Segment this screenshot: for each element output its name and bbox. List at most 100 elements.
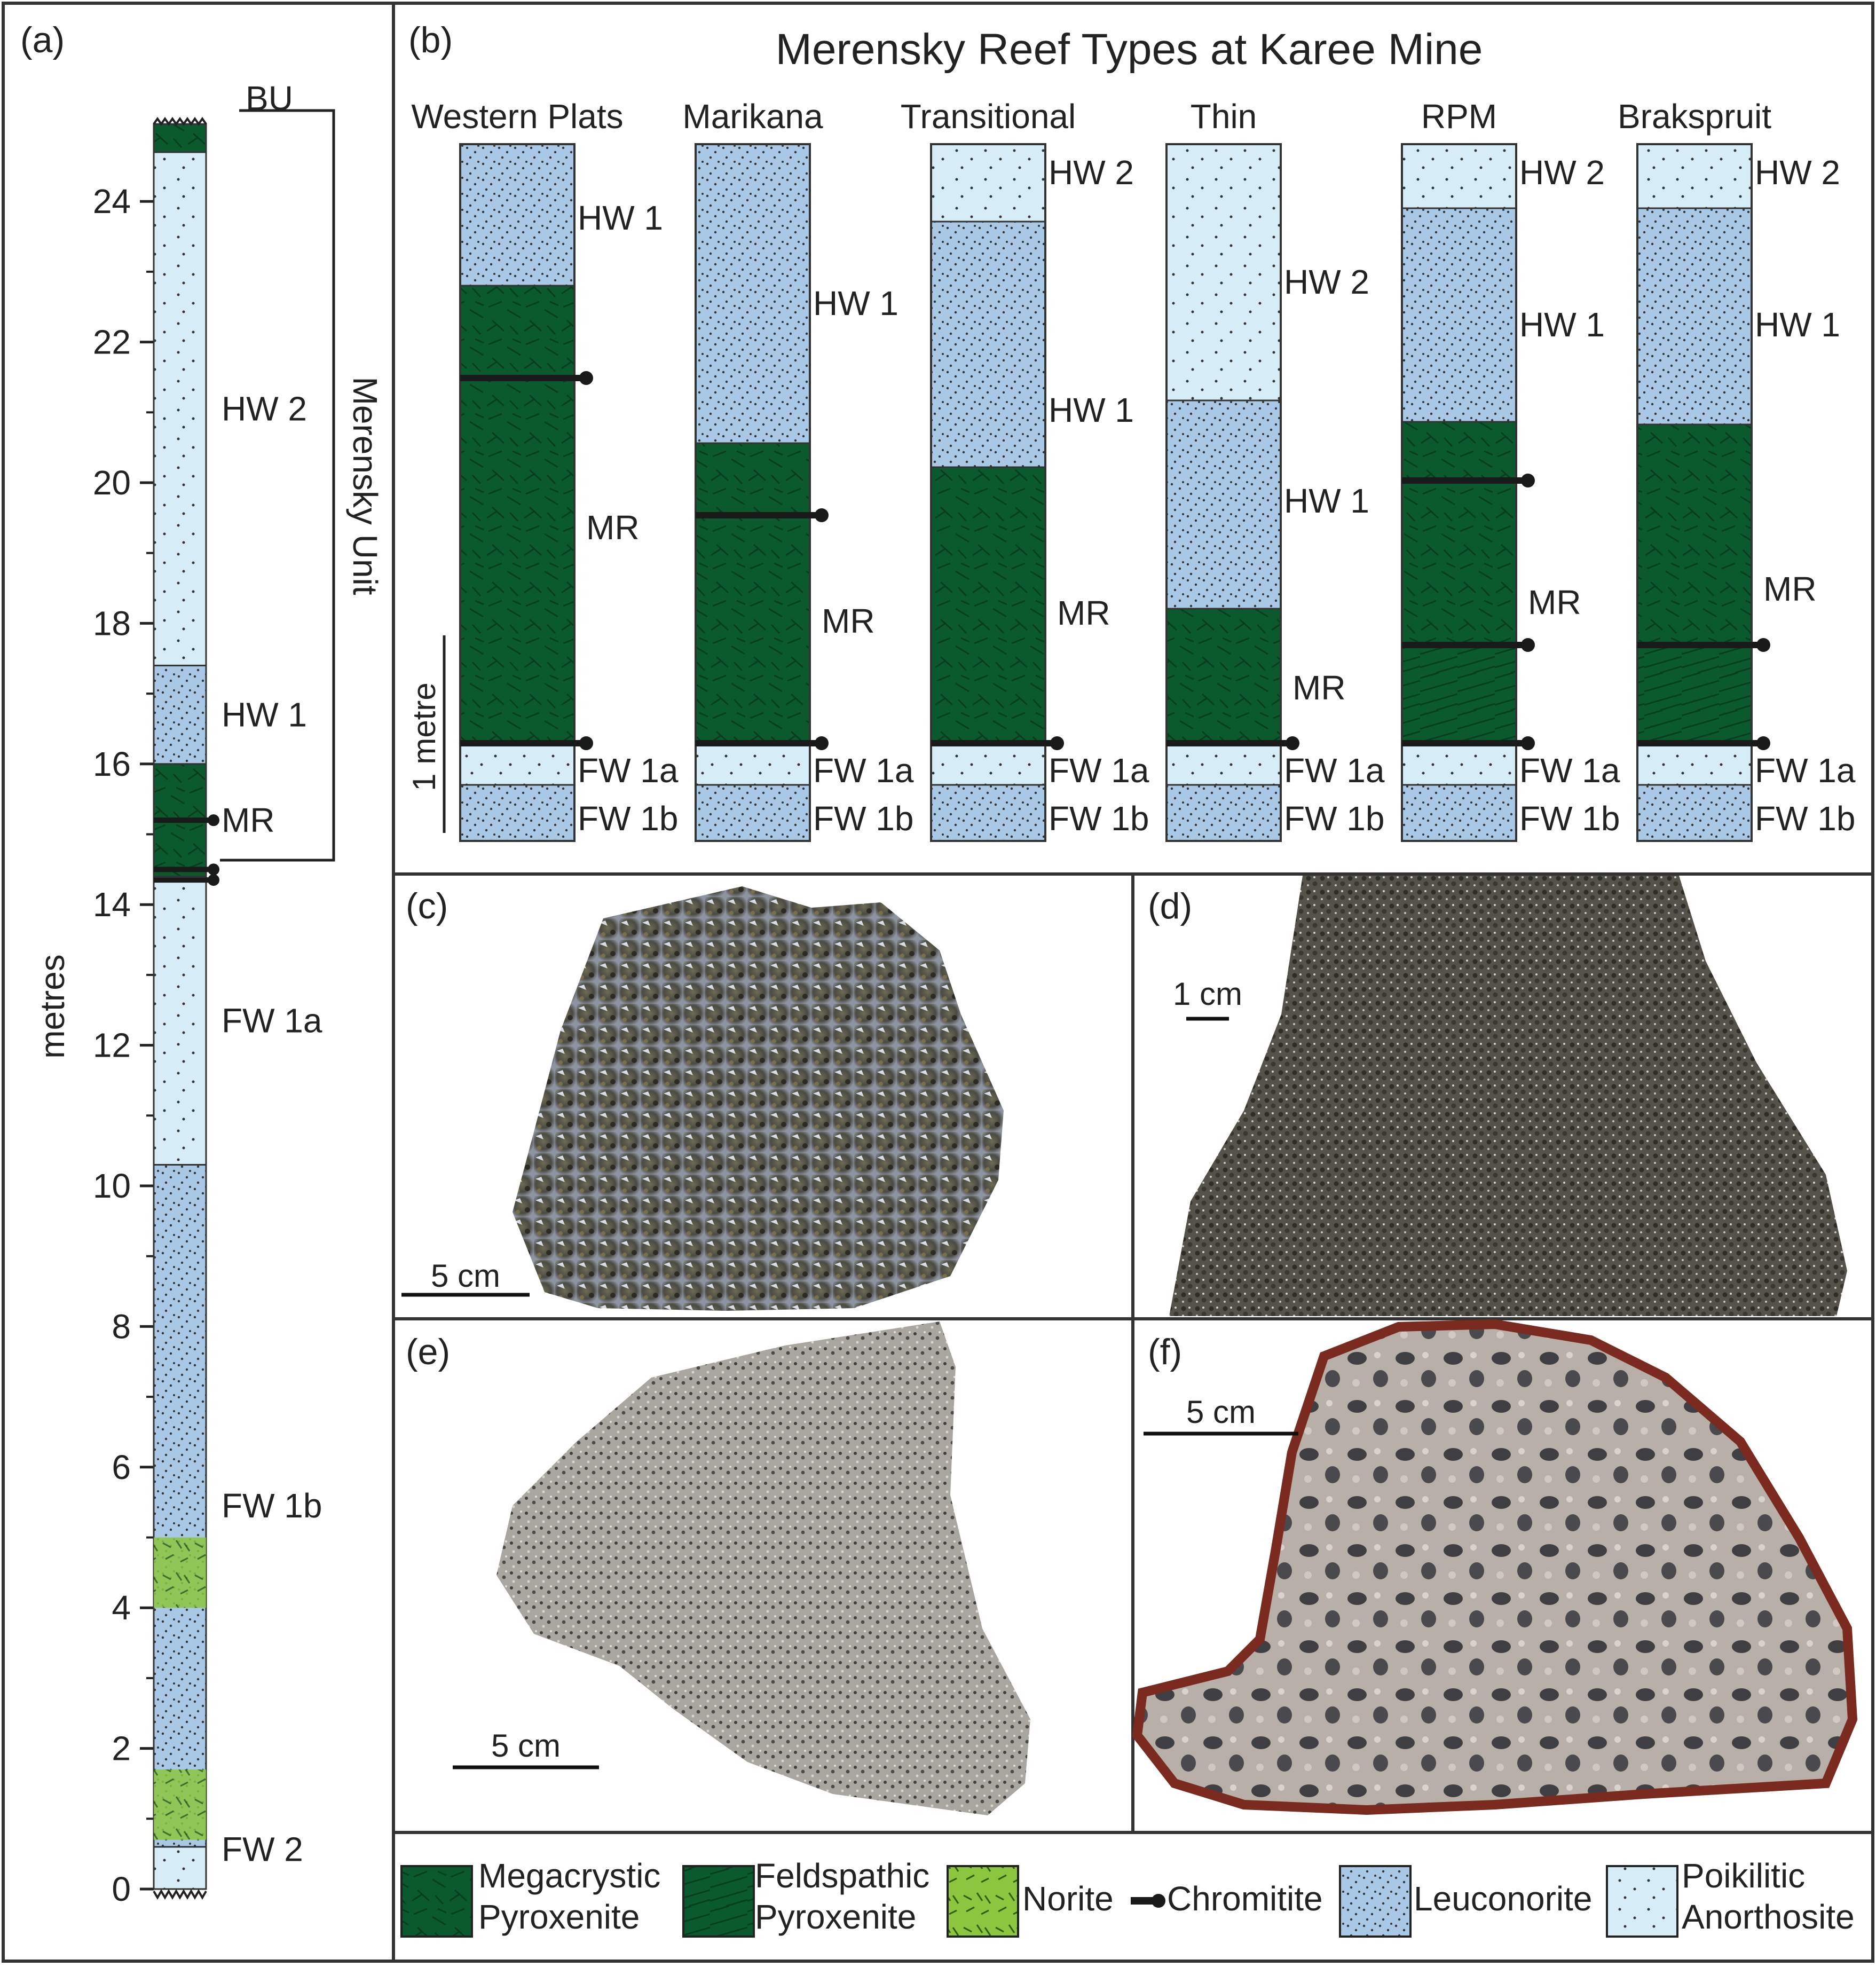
rock-sample-f (1132, 1319, 1858, 1815)
panel-a-column (153, 116, 219, 1900)
unit-label: FW 1a (578, 751, 679, 790)
unit-label: HW 2 (1049, 153, 1134, 192)
chromitite-dot (1756, 638, 1770, 652)
reef-column-western-plats: Western Plats FW 1b FW 1a MR HW 1 (411, 97, 679, 842)
unit-label: HW 1 (1755, 305, 1840, 344)
unit-HW-2 (1636, 143, 1753, 209)
reef-column-marikana: Marikana FW 1b FW 1a MR HW 1 (682, 97, 914, 842)
chromitite-dot (1521, 638, 1535, 652)
unit-label: FW 1b (813, 799, 913, 838)
unit-label: FW 1a (222, 1002, 322, 1040)
legend-text-megacrystic-2: Pyroxenite (478, 1898, 640, 1936)
unit-FW-1a (459, 744, 576, 786)
unit-FW-1a (1401, 744, 1517, 786)
legend-swatch-norite (947, 1865, 1019, 1938)
legend-chromitite: Chromitite (1131, 1879, 1323, 1918)
legend-text-chromitite: Chromitite (1167, 1879, 1323, 1918)
reef-column-brakspruit: Brakspruit FW 1b FW 1a MR HW 1 HW 2 (1618, 97, 1856, 842)
photo-f-label: (f) (1148, 1332, 1182, 1372)
unit-label: FW 1b (1755, 799, 1855, 838)
photo-d-scale-label: 1 cm (1173, 976, 1242, 1012)
unit-label: MR (1528, 583, 1581, 621)
unit-label: FW 1a (1284, 751, 1385, 790)
unit-label: FW 1a (1049, 751, 1149, 790)
reef-column-title: Brakspruit (1618, 97, 1771, 136)
unit-label: FW 2 (222, 1830, 303, 1868)
unit-HW-1 (1401, 207, 1517, 423)
unit-MR (1165, 608, 1282, 746)
axis-tick-label: 18 (93, 604, 131, 642)
axis-tick-label: 16 (93, 745, 131, 783)
merensky-unit-bracket: Merensky Unit (220, 109, 384, 862)
unit-FW-1b (695, 784, 811, 842)
unit-FW-1b (1165, 784, 1282, 842)
chromitite-dot (1756, 736, 1770, 750)
chromitite-dot (815, 508, 829, 522)
legend-feldspathic-pyroxenite: Feldspathic Pyroxenite (682, 1856, 929, 1938)
legend-norite: Norite (947, 1865, 1114, 1938)
unit-HW-1 (459, 143, 576, 287)
panel-a-axis-label: metres (33, 954, 72, 1059)
unit-label: HW 2 (1284, 263, 1369, 301)
unit-MR (930, 466, 1046, 746)
unit-HW-2 (930, 143, 1046, 223)
unit-label: FW 1a (813, 751, 914, 790)
unit-label: HW 2 (1755, 153, 1840, 192)
panel-b-label: (b) (408, 20, 453, 60)
unit-label: FW 1a (1755, 751, 1856, 790)
unit-MR (695, 442, 811, 746)
unit-label: HW 1 (1284, 482, 1369, 520)
unit-label: HW 1 (578, 199, 663, 237)
legend-text-feldspathic-2: Pyroxenite (755, 1898, 916, 1936)
unit-FW-1b (1401, 784, 1517, 842)
reef-column-rpm: RPM FW 1b FW 1a MR HW 1 HW 2 (1401, 97, 1620, 842)
unit-MR-feldspathic (1636, 644, 1753, 746)
unit-label: HW 1 (222, 696, 307, 734)
unit-FW-1a (930, 744, 1046, 786)
norite-lens (154, 1769, 206, 1840)
panel-a-label: (a) (20, 20, 65, 60)
column-unit-fw-1a (153, 876, 207, 1166)
photo-f-scale-label: 5 cm (1186, 1394, 1256, 1430)
unit-FW-1a (1636, 744, 1753, 786)
reef-column-title: Thin (1191, 97, 1257, 136)
one-metre-scale: 1 metre (406, 635, 446, 833)
unit-label: FW 1b (578, 799, 678, 838)
unit-FW-1b (459, 784, 576, 842)
axis-tick-label: 6 (112, 1448, 131, 1486)
photo-c-label: (c) (406, 886, 448, 926)
column-unit-fw-1b (153, 1163, 207, 1848)
reef-column-title: Marikana (682, 97, 823, 136)
rock-sample-c (513, 886, 1004, 1311)
axis-tick-label: 20 (93, 463, 131, 502)
axis-tick-label: 10 (93, 1167, 131, 1205)
rock-sample-e (496, 1321, 1030, 1815)
unit-FW-1a (695, 744, 811, 786)
unit-MR-megacrystic (1401, 421, 1517, 646)
unit-label: FW 1b (1049, 799, 1149, 838)
reef-type-columns: Western Plats FW 1b FW 1a MR HW 1 Marikana FW … (411, 97, 1856, 842)
chromitite-dot (1521, 736, 1535, 750)
chromitite-dot (1050, 736, 1064, 750)
photo-panel-d: (d) 1 cm (1148, 876, 1847, 1316)
top-zigzag (153, 116, 207, 126)
unit-MR (459, 285, 576, 746)
unit-label: MR (822, 602, 875, 640)
chromitite-dot (1521, 474, 1535, 487)
chromitite-dot (579, 371, 593, 385)
legend-poikilitic-anorthosite: Poikilitic Anorthosite (1606, 1856, 1855, 1938)
unit-FW-1a (1165, 744, 1282, 786)
reef-column-title: RPM (1421, 97, 1497, 136)
reef-column-transitional: Transitional FW 1b FW 1a MR HW 1 HW 2 (901, 97, 1149, 842)
legend-text-anorthosite-1: Poikilitic (1682, 1856, 1805, 1895)
merensky-unit-label: Merensky Unit (346, 377, 384, 595)
photo-e-label: (e) (406, 1332, 450, 1372)
unit-HW-2 (1401, 143, 1517, 209)
unit-label: MR (1763, 570, 1817, 608)
axis-tick-label: 2 (112, 1729, 131, 1768)
photo-panel-c: (c) 5 cm (401, 886, 1004, 1311)
